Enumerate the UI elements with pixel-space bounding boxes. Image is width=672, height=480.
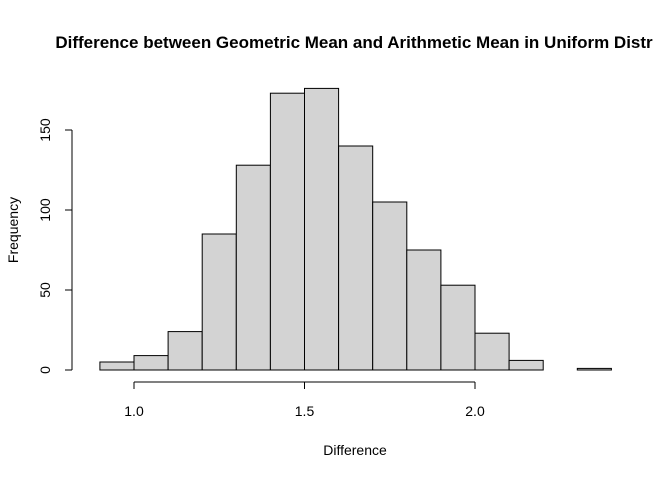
histogram-bar	[304, 87, 340, 371]
y-axis: 0 50 100 150	[37, 118, 73, 374]
histogram-bar	[576, 367, 612, 371]
histogram-bar	[440, 284, 476, 371]
histogram-bar	[474, 332, 510, 371]
histogram-bar	[201, 233, 237, 371]
x-axis-label: Difference	[323, 442, 387, 458]
x-tick-label: 1.0	[124, 403, 144, 419]
y-tick-label: 0	[37, 366, 53, 374]
histogram-bar	[269, 92, 305, 371]
histogram-bar	[133, 355, 169, 371]
y-tick-label: 50	[37, 282, 53, 298]
histogram-bar	[99, 361, 135, 371]
y-tick-label: 100	[37, 198, 53, 222]
histogram-bar	[167, 331, 203, 371]
histogram-bar	[406, 249, 442, 371]
x-tick-label: 2.0	[465, 403, 485, 419]
x-axis: 1.0 1.5 2.0	[124, 381, 485, 419]
histogram-bar	[235, 164, 271, 371]
chart-title: Difference between Geometric Mean and Ar…	[55, 33, 653, 52]
y-axis-label: Frequency	[5, 197, 21, 263]
y-tick-label: 150	[37, 118, 53, 142]
histogram-bar	[508, 359, 544, 371]
histogram-bar	[338, 145, 374, 371]
histogram-bar	[372, 201, 408, 371]
histogram-bars	[99, 87, 612, 371]
x-tick-label: 1.5	[295, 403, 315, 419]
